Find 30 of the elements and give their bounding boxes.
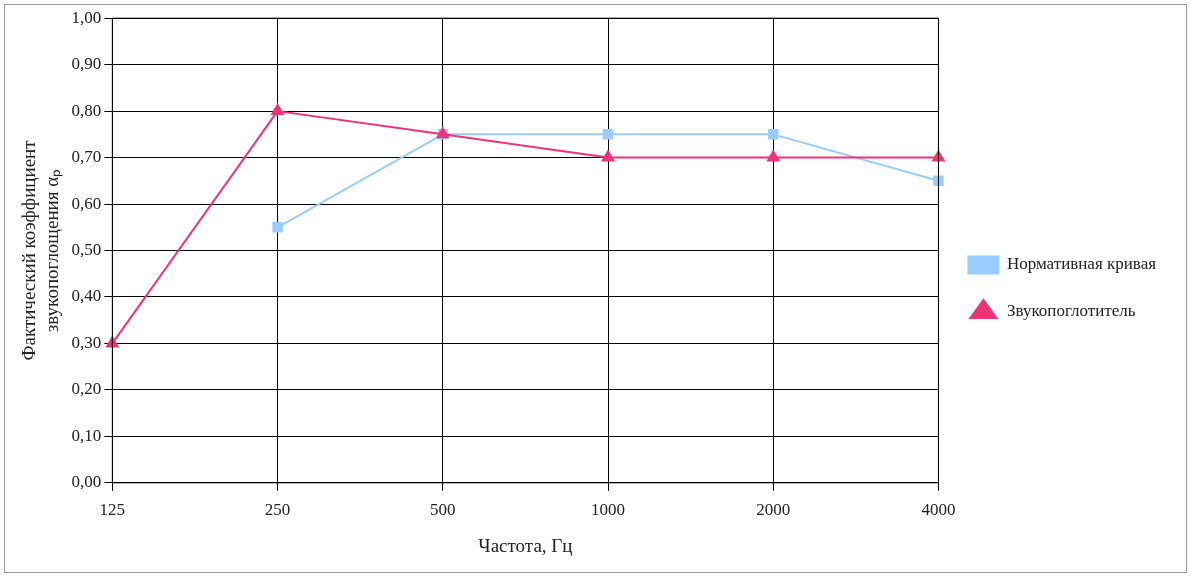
point bbox=[601, 150, 615, 162]
point bbox=[271, 104, 284, 116]
point bbox=[932, 150, 945, 162]
y-tick-label: 0,80 bbox=[71, 100, 102, 120]
x-tick-label: 2000 bbox=[756, 500, 791, 520]
y-tick-label: 1,00 bbox=[71, 7, 102, 27]
x-tick-label: 1000 bbox=[591, 500, 626, 520]
y-tick-label: 0,20 bbox=[71, 379, 102, 399]
y-tick-label: 0,90 bbox=[71, 54, 102, 74]
y-tick-label: 0,60 bbox=[71, 193, 102, 213]
point bbox=[933, 175, 944, 187]
point bbox=[767, 150, 780, 162]
y-tick-label: 0,00 bbox=[71, 472, 102, 492]
y-tick-label: 0,30 bbox=[71, 332, 102, 352]
x-axis-title: Частота, Гц bbox=[478, 534, 573, 556]
x-tick-label: 4000 bbox=[921, 500, 956, 520]
y-tick-label: 0,50 bbox=[71, 239, 102, 259]
text: звукопоглощения αₚ bbox=[41, 168, 63, 333]
point bbox=[272, 222, 283, 233]
y-tick-label: 0,40 bbox=[71, 286, 102, 306]
x-tick-label: 250 bbox=[264, 500, 291, 520]
point bbox=[602, 129, 614, 140]
y-tick-label: 0,70 bbox=[71, 147, 102, 167]
text: Фактический коэффициент bbox=[18, 140, 40, 361]
y-tick-label: 0,10 bbox=[71, 425, 102, 445]
x-tick-label: 125 bbox=[99, 500, 126, 520]
point bbox=[767, 129, 779, 140]
x-tick-label: 500 bbox=[430, 500, 456, 520]
legend-label: Нормативная кривая bbox=[1006, 254, 1157, 274]
legend-label: Звукопоглотитель bbox=[1006, 301, 1136, 321]
